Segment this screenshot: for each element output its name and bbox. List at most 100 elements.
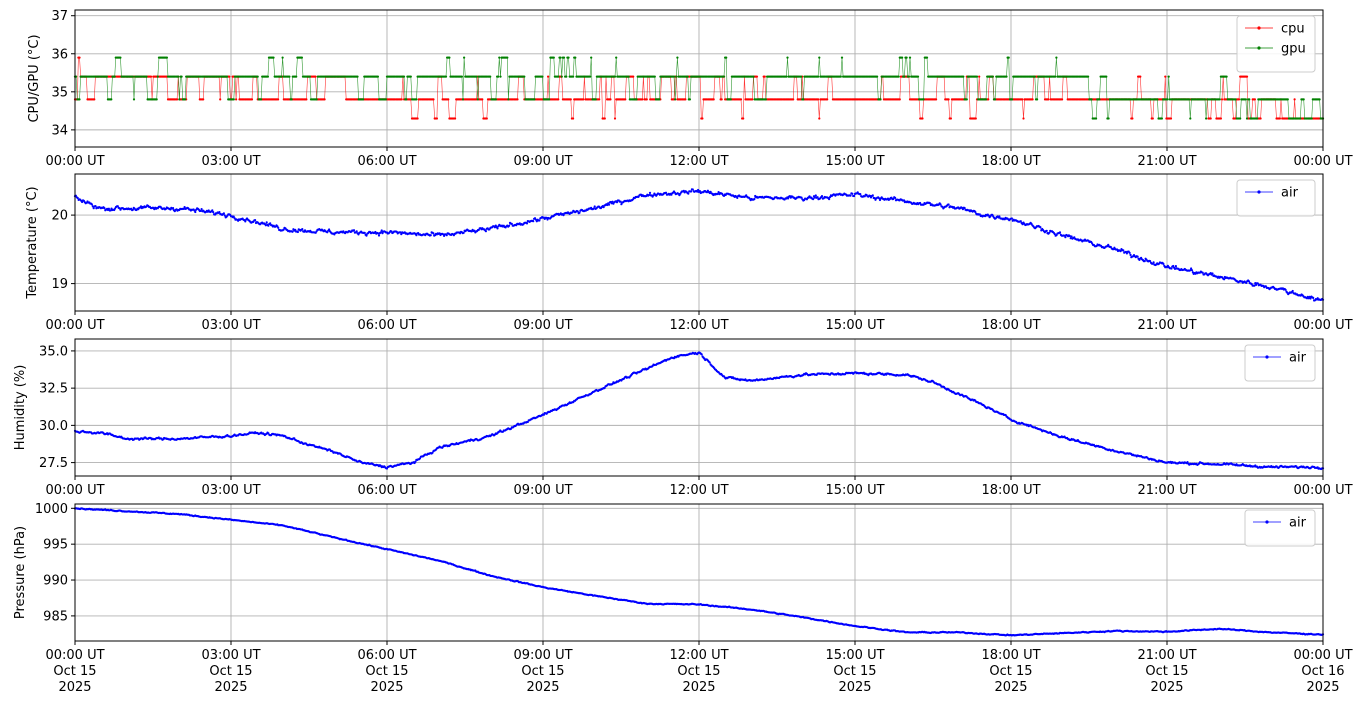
data-point (288, 75, 291, 78)
data-point (1190, 269, 1194, 272)
data-point (688, 98, 692, 101)
data-point (1090, 98, 1093, 101)
data-point (1162, 262, 1165, 265)
data-point (180, 75, 183, 78)
data-point (308, 75, 311, 78)
data-point (560, 75, 563, 78)
data-point (296, 230, 299, 234)
data-point (405, 98, 408, 101)
data-point (376, 75, 379, 78)
data-point (76, 196, 79, 200)
data-point (1220, 98, 1224, 101)
data-point (1131, 117, 1134, 120)
data-point (684, 98, 687, 101)
data-point (365, 234, 368, 237)
data-point (691, 188, 694, 191)
data-point (559, 56, 562, 59)
data-point (1036, 98, 1039, 101)
data-point (1164, 75, 1167, 78)
x-tick-label: 00:00 UT (1293, 154, 1352, 169)
data-point (462, 231, 465, 234)
data-point (853, 194, 856, 198)
data-point (222, 212, 225, 215)
data-point (739, 98, 743, 101)
data-point (785, 75, 788, 78)
data-point (1022, 117, 1025, 120)
data-point (165, 56, 168, 59)
x-tick-label: 03:00 UT (201, 154, 260, 169)
data-point (548, 98, 551, 101)
y-axis-label: Temperature (°C) (25, 186, 40, 299)
data-point (1293, 98, 1296, 101)
data-point (1107, 117, 1110, 120)
data-point (1070, 235, 1073, 238)
data-point (448, 56, 451, 59)
y-tick-label: 34 (51, 123, 68, 138)
data-point (1205, 117, 1208, 120)
x-tick-label: 09:00 UT (513, 154, 572, 169)
x-tick-label: 21:00 UT (1137, 318, 1196, 333)
data-point (708, 361, 711, 364)
data-point (232, 98, 235, 101)
data-point (897, 75, 900, 78)
data-point (818, 117, 821, 120)
x-tick-label-line: 18:00 UT (981, 318, 1040, 333)
data-point (742, 117, 745, 120)
data-point (632, 75, 635, 78)
data-point (254, 219, 257, 222)
data-point (481, 98, 484, 101)
data-point (939, 203, 942, 206)
legend-marker-air (1257, 190, 1261, 194)
data-point (119, 56, 122, 59)
data-point (533, 98, 536, 101)
data-point (277, 226, 280, 229)
data-point (567, 56, 570, 59)
data-point (994, 98, 997, 101)
data-point (947, 203, 950, 206)
data-point (552, 56, 555, 59)
legend-label-cpu: cpu (1281, 22, 1305, 37)
data-point (879, 98, 882, 101)
data-point (1169, 117, 1173, 120)
data-point (753, 198, 756, 201)
x-tick-label: 00:00 UT (1293, 318, 1352, 333)
y-tick-label: 37 (51, 9, 68, 24)
data-point (1151, 117, 1154, 120)
x-tick-label-line: 21:00 UT (1137, 318, 1196, 333)
data-point (1007, 56, 1010, 59)
data-point (1218, 98, 1221, 101)
data-point (648, 191, 652, 194)
data-point (755, 75, 759, 78)
data-point (377, 234, 381, 237)
data-point (494, 98, 497, 101)
data-point (800, 75, 803, 78)
y-tick-label: 35 (51, 85, 68, 100)
data-point (409, 75, 412, 78)
data-point (687, 192, 690, 195)
data-point (949, 117, 953, 120)
data-point (507, 98, 510, 101)
data-point (363, 231, 366, 234)
data-point (305, 98, 308, 101)
data-point (1237, 98, 1241, 101)
data-point (562, 56, 566, 59)
data-point (300, 56, 303, 59)
data-point (218, 211, 221, 214)
grid (74, 174, 1324, 311)
data-point (984, 98, 988, 101)
data-point (574, 56, 577, 59)
data-point (876, 75, 879, 78)
data-point (1019, 220, 1022, 223)
data-point (1095, 117, 1098, 120)
data-point (178, 98, 181, 101)
data-point (908, 56, 912, 59)
data-point (851, 192, 854, 195)
data-point (905, 56, 908, 59)
data-point (228, 75, 231, 78)
y-tick-label: 36 (51, 47, 68, 62)
data-point (672, 75, 676, 78)
data-point (975, 75, 979, 78)
data-point (202, 98, 205, 101)
